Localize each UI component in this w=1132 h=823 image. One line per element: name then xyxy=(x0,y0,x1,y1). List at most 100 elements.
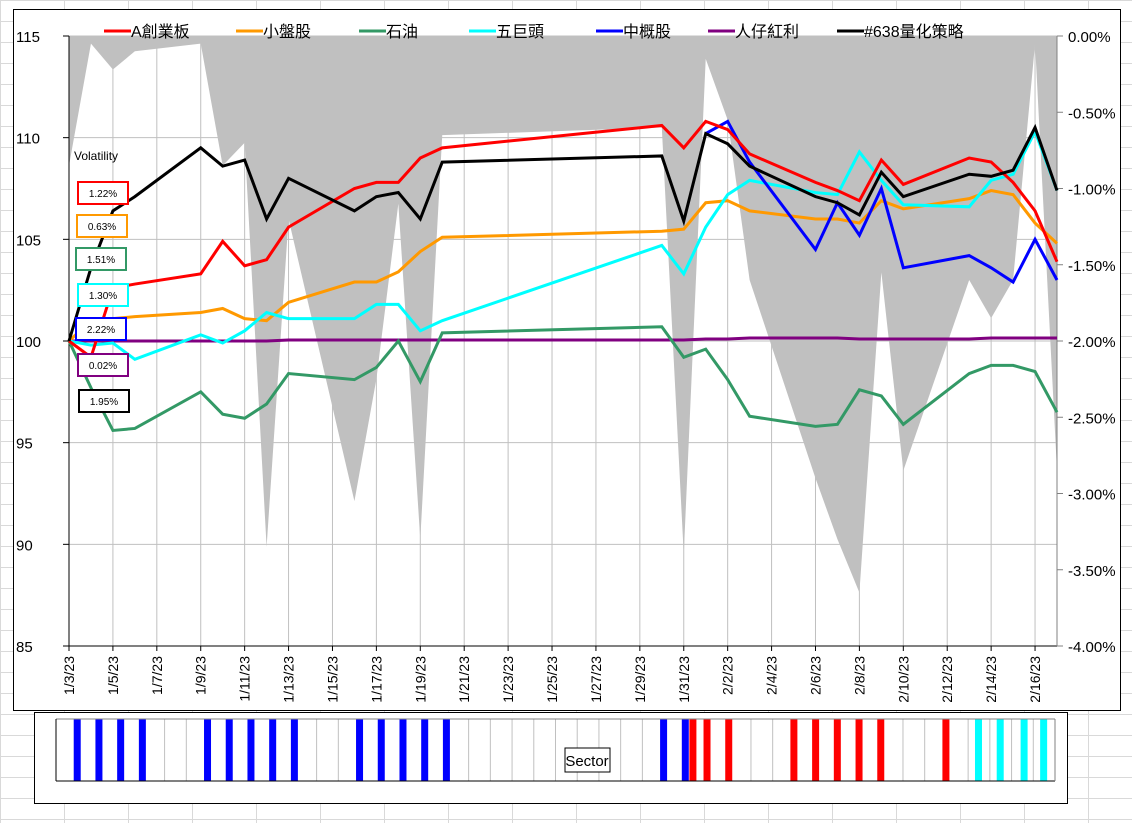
volatility-box xyxy=(78,389,130,413)
x-tick-label: 2/12/23 xyxy=(939,656,955,703)
y-tick-label: 100 xyxy=(16,334,41,351)
x-tick-label: 1/23/23 xyxy=(500,656,516,703)
y-tick-label: 90 xyxy=(16,537,33,554)
y-tick-label: 105 xyxy=(16,232,41,249)
y2-tick-label: -0.50% xyxy=(1068,105,1116,122)
legend-label: A創業板 xyxy=(131,23,190,41)
volatility-label: Volatility xyxy=(74,149,118,163)
volatility-value: 0.02% xyxy=(89,361,117,372)
x-tick-label: 1/9/23 xyxy=(193,656,209,695)
sector-bar xyxy=(974,719,982,781)
sector-bar xyxy=(681,719,689,781)
sector-bar xyxy=(73,719,81,781)
volatility-value: 1.22% xyxy=(89,189,117,200)
x-tick-label: 2/8/23 xyxy=(851,656,867,695)
y2-tick-label: -1.00% xyxy=(1068,182,1116,199)
sector-bar xyxy=(421,719,429,781)
sector-bar xyxy=(833,719,841,781)
x-tick-label: 1/7/23 xyxy=(149,656,165,695)
sector-bar xyxy=(725,719,733,781)
sector-bar xyxy=(942,719,950,781)
volatility-box xyxy=(75,317,127,341)
x-tick-label: 1/5/23 xyxy=(105,656,121,695)
x-tick-label: 1/15/23 xyxy=(324,656,340,703)
x-tick-label: 2/2/23 xyxy=(720,656,736,695)
y2-tick-label: -3.50% xyxy=(1068,563,1116,580)
sector-bar xyxy=(95,719,103,781)
sector-title: Sector xyxy=(565,753,608,770)
sector-bar xyxy=(996,719,1004,781)
legend-label: 石油 xyxy=(386,23,418,41)
y2-tick-label: -1.50% xyxy=(1068,258,1116,275)
x-tick-label: 1/17/23 xyxy=(368,656,384,703)
x-tick-label: 1/31/23 xyxy=(676,656,692,703)
sector-chart: Sector xyxy=(34,712,1068,804)
x-tick-label: 1/27/23 xyxy=(588,656,604,703)
legend-label: 五巨頭 xyxy=(496,24,544,41)
volatility-box xyxy=(77,353,129,377)
x-tick-label: 2/14/23 xyxy=(983,656,999,703)
y-tick-label: 115 xyxy=(16,29,40,46)
x-tick-label: 1/29/23 xyxy=(632,656,648,703)
series-line-4 xyxy=(704,119,1059,285)
sector-bar xyxy=(442,719,450,781)
main-chart: 85 90 95 100 105 110 115 0.00% -0.50% -1.00% -1.5… xyxy=(13,9,1121,711)
sector-bar xyxy=(269,719,277,781)
x-tick-label: 1/3/23 xyxy=(61,656,77,695)
x-tick-label: 2/4/23 xyxy=(764,656,780,695)
series-line-6 xyxy=(67,123,1059,342)
sector-bar xyxy=(225,719,233,781)
sector-title-box xyxy=(564,747,611,773)
sector-bar xyxy=(399,719,407,781)
sector-bar xyxy=(703,719,711,781)
series-line-3 xyxy=(68,127,1059,361)
volatility-box xyxy=(75,247,127,271)
sector-bar xyxy=(689,719,697,781)
sector-bar xyxy=(812,719,820,781)
x-tick-label: 1/21/23 xyxy=(456,656,472,703)
sector-bar-chart: Sector xyxy=(55,718,1056,782)
x-tick-label: 2/10/23 xyxy=(895,656,911,703)
sector-bar xyxy=(117,719,125,781)
sector-bar xyxy=(660,719,668,781)
x-tick-label: 2/16/23 xyxy=(1027,656,1043,703)
y2-tick-label: -2.50% xyxy=(1068,410,1116,427)
performance-line-chart: 85 90 95 100 105 110 115 0.00% -0.50% -1.00% -1.5… xyxy=(16,23,1116,703)
y2-tick-label: -4.00% xyxy=(1068,639,1116,656)
y-tick-label: 110 xyxy=(16,131,40,148)
y2-tick-label: -2.00% xyxy=(1068,334,1116,351)
sector-bar xyxy=(290,719,298,781)
x-tick-label: 1/25/23 xyxy=(544,656,560,703)
legend-label: 小盤股 xyxy=(263,23,311,41)
x-tick-label: 1/19/23 xyxy=(412,656,428,703)
sector-bar xyxy=(356,719,364,781)
legend-label: #638量化策略 xyxy=(864,23,964,41)
x-tick-label: 1/13/23 xyxy=(281,656,297,703)
sector-bar xyxy=(247,719,255,781)
legend-label: 中概股 xyxy=(623,23,671,41)
sector-bar xyxy=(377,719,385,781)
x-tick-label: 1/11/23 xyxy=(237,656,253,702)
volatility-value: 1.30% xyxy=(89,291,117,302)
volatility-box xyxy=(77,283,129,307)
y2-tick-label: 0.00% xyxy=(1068,29,1111,46)
volatility-box xyxy=(76,214,128,238)
sector-bar xyxy=(204,719,212,781)
sector-bar xyxy=(1040,719,1048,781)
sector-bar xyxy=(855,719,863,781)
volatility-value: 2.22% xyxy=(87,325,115,336)
series-line-2 xyxy=(67,325,1059,433)
drawdown-area xyxy=(69,36,1057,593)
legend-label: 人仔紅利 xyxy=(735,23,799,41)
sector-bar xyxy=(790,719,798,781)
sector-bar xyxy=(877,719,885,781)
sector-bar xyxy=(138,719,146,781)
volatility-value: 1.51% xyxy=(87,255,115,266)
volatility-value: 1.95% xyxy=(90,397,118,408)
sector-bar xyxy=(1020,719,1028,781)
volatility-value: 0.63% xyxy=(88,222,116,233)
y-tick-label: 85 xyxy=(16,639,33,656)
volatility-box xyxy=(77,181,129,205)
y2-tick-label: -3.00% xyxy=(1068,487,1116,504)
y-tick-label: 95 xyxy=(16,436,33,453)
